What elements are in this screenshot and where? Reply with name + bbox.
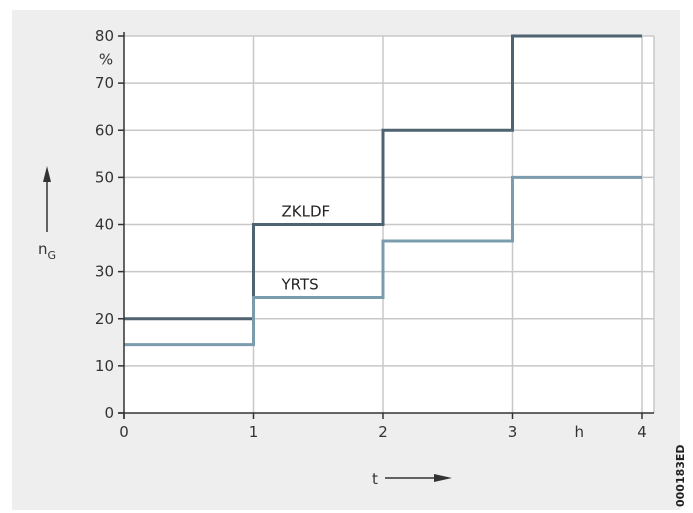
x-tick-label: 2 [378, 423, 388, 441]
y-tick-label: 20 [95, 310, 114, 328]
y-tick-label: 70 [95, 74, 114, 92]
x-axis-label: t [372, 470, 378, 488]
figure-code: 000183ED [674, 444, 687, 507]
y-tick-label: 30 [95, 263, 114, 281]
x-tick-label: 4 [637, 423, 647, 441]
y-tick-label: 40 [95, 216, 114, 234]
series-label-yrts: YRTS [281, 276, 319, 294]
y-tick-label: 0 [104, 404, 114, 422]
y-tick-label: 50 [95, 168, 114, 186]
series-line-yrts [124, 175, 642, 347]
y-axis-arrow-head [43, 166, 51, 182]
x-unit-label: h [574, 423, 584, 441]
y-axis-label: nG [38, 240, 56, 262]
y-tick-label: 10 [95, 357, 114, 375]
x-tick-label: 3 [508, 423, 518, 441]
x-axis-arrow-head [434, 474, 452, 482]
y-tick-label: 60 [95, 121, 114, 139]
series-label-zkldf: ZKLDF [282, 203, 331, 221]
y-unit-label: % [99, 51, 113, 69]
x-tick-label: 1 [249, 423, 259, 441]
x-tick-label: 0 [119, 423, 129, 441]
y-tick-label: 80 [95, 27, 114, 45]
